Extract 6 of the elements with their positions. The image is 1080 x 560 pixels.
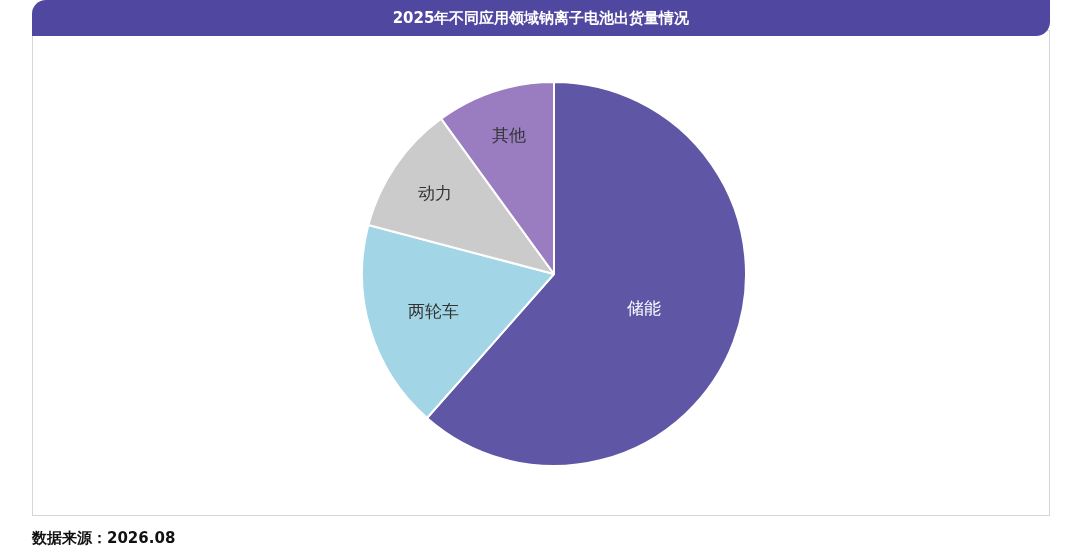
- chart-title: 2025年不同应用领域钠离子电池出货量情况: [32, 0, 1050, 36]
- slice-label: 其他: [491, 124, 526, 145]
- slice-label: 两轮车: [408, 300, 460, 321]
- slice-label: 动力: [418, 182, 453, 203]
- slice-label: 储能: [626, 297, 661, 318]
- source-note: 数据来源：2026.08: [32, 528, 176, 549]
